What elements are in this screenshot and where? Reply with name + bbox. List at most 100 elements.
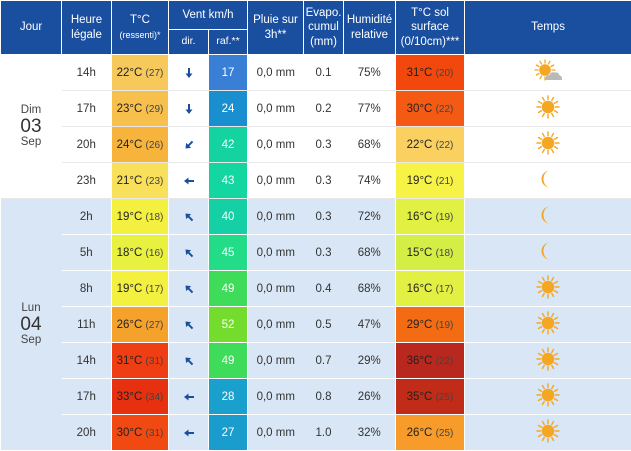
arrow-down-icon: [169, 103, 208, 115]
soil-temperature-cell: 29°C (19): [396, 307, 465, 343]
temperature-cell: 22°C (27): [112, 55, 169, 91]
rain-cell: 0,0 mm: [248, 343, 304, 379]
arrow-down-left-icon: [169, 139, 208, 151]
day-label: Dim: [21, 104, 41, 116]
rain-cell: 0,0 mm: [248, 55, 304, 91]
soil-temperature-value: 26°C: [407, 427, 433, 439]
hour-cell: 17h: [62, 91, 112, 127]
sun-icon: [535, 310, 561, 336]
soil-feel-value: (19): [436, 320, 454, 331]
humidity-cell: 47%: [344, 307, 396, 343]
rain-cell: 0,0 mm: [248, 91, 304, 127]
sun-icon: [535, 130, 561, 156]
soil-temperature-value: 16°C: [407, 283, 433, 295]
feels-like-value: (31): [146, 428, 164, 439]
temperature-cell: 30°C (31): [112, 415, 169, 451]
temperature-cell: 24°C (26): [112, 127, 169, 163]
day-label: Lun: [21, 302, 40, 314]
soil-temperature-cell: 16°C (17): [396, 271, 465, 307]
humidity-cell: 68%: [344, 127, 396, 163]
soil-temperature-value: 22°C: [407, 139, 433, 151]
temperature-value: 33°C: [117, 391, 143, 403]
feels-like-value: (18): [146, 212, 164, 223]
evapo-cell: 0.5: [304, 307, 344, 343]
arrow-up-left-icon: [169, 283, 208, 295]
feels-like-value: (34): [146, 392, 164, 403]
evapo-cell: 0.3: [304, 163, 344, 199]
humidity-cell: 68%: [344, 271, 396, 307]
temperature-value: 21°C: [117, 175, 143, 187]
feels-like-value: (23): [146, 176, 164, 187]
hour-cell: 8h: [62, 271, 112, 307]
weather-cell: [465, 127, 631, 163]
soil-temperature-cell: 36°C (22): [396, 343, 465, 379]
soil-temperature-value: 19°C: [407, 175, 433, 187]
rain-cell: 0,0 mm: [248, 379, 304, 415]
soil-feel-value: (22): [436, 104, 454, 115]
sun-icon: [535, 94, 561, 120]
hour-cell: 2h: [62, 199, 112, 235]
wind-direction-cell: [169, 55, 209, 91]
hour-cell: 14h: [62, 55, 112, 91]
soil-temperature-value: 29°C: [407, 319, 433, 331]
day-number: 03: [1, 117, 62, 137]
wind-direction-cell: [169, 199, 209, 235]
soil-temperature-cell: 30°C (22): [396, 91, 465, 127]
humidity-cell: 77%: [344, 91, 396, 127]
arrow-up-left-icon: [169, 355, 208, 367]
weather-cell: [465, 235, 631, 271]
weather-cell: [465, 415, 631, 451]
soil-feel-value: (20): [436, 68, 454, 79]
evapo-cell: 0.1: [304, 55, 344, 91]
evapo-cell: 1.0: [304, 415, 344, 451]
col-wind-header: Vent km/h: [169, 1, 248, 30]
weather-cell: [465, 163, 631, 199]
soil-temperature-cell: 19°C (21): [396, 163, 465, 199]
wind-gust-cell: 52: [209, 307, 248, 343]
soil-feel-value: (22): [436, 140, 454, 151]
weather-cell: [465, 343, 631, 379]
temperature-cell: 23°C (29): [112, 91, 169, 127]
wind-gust-cell: 28: [209, 379, 248, 415]
soil-temperature-cell: 31°C (20): [396, 55, 465, 91]
evapo-cell: 0.4: [304, 271, 344, 307]
soil-temperature-cell: 26°C (25): [396, 415, 465, 451]
sun-icon: [535, 346, 561, 372]
col-day-header: Jour: [1, 1, 62, 55]
col-wind-gust-header: raf.**: [209, 29, 248, 54]
feels-like-value: (31): [146, 356, 164, 367]
col-temp-header: T°C(ressenti)*: [112, 1, 169, 55]
soil-temperature-value: 36°C: [407, 355, 433, 367]
day-month: Sep: [21, 334, 41, 346]
wind-gust-cell: 43: [209, 163, 248, 199]
evapo-cell: 0.8: [304, 379, 344, 415]
wind-direction-cell: [169, 379, 209, 415]
soil-temperature-value: 30°C: [407, 103, 433, 115]
hour-cell: 14h: [62, 343, 112, 379]
wind-gust-cell: 49: [209, 343, 248, 379]
soil-temperature-value: 35°C: [407, 391, 433, 403]
wind-direction-cell: [169, 343, 209, 379]
wind-direction-cell: [169, 271, 209, 307]
temperature-cell: 18°C (16): [112, 235, 169, 271]
temperature-cell: 26°C (27): [112, 307, 169, 343]
weather-cell: [465, 91, 631, 127]
soil-feel-value: (19): [436, 212, 454, 223]
humidity-cell: 74%: [344, 163, 396, 199]
temperature-value: 26°C: [117, 319, 143, 331]
humidity-cell: 32%: [344, 415, 396, 451]
temperature-value: 22°C: [117, 67, 143, 79]
arrow-down-icon: [169, 67, 208, 79]
hour-cell: 23h: [62, 163, 112, 199]
soil-feel-value: (21): [436, 176, 454, 187]
hour-cell: 5h: [62, 235, 112, 271]
